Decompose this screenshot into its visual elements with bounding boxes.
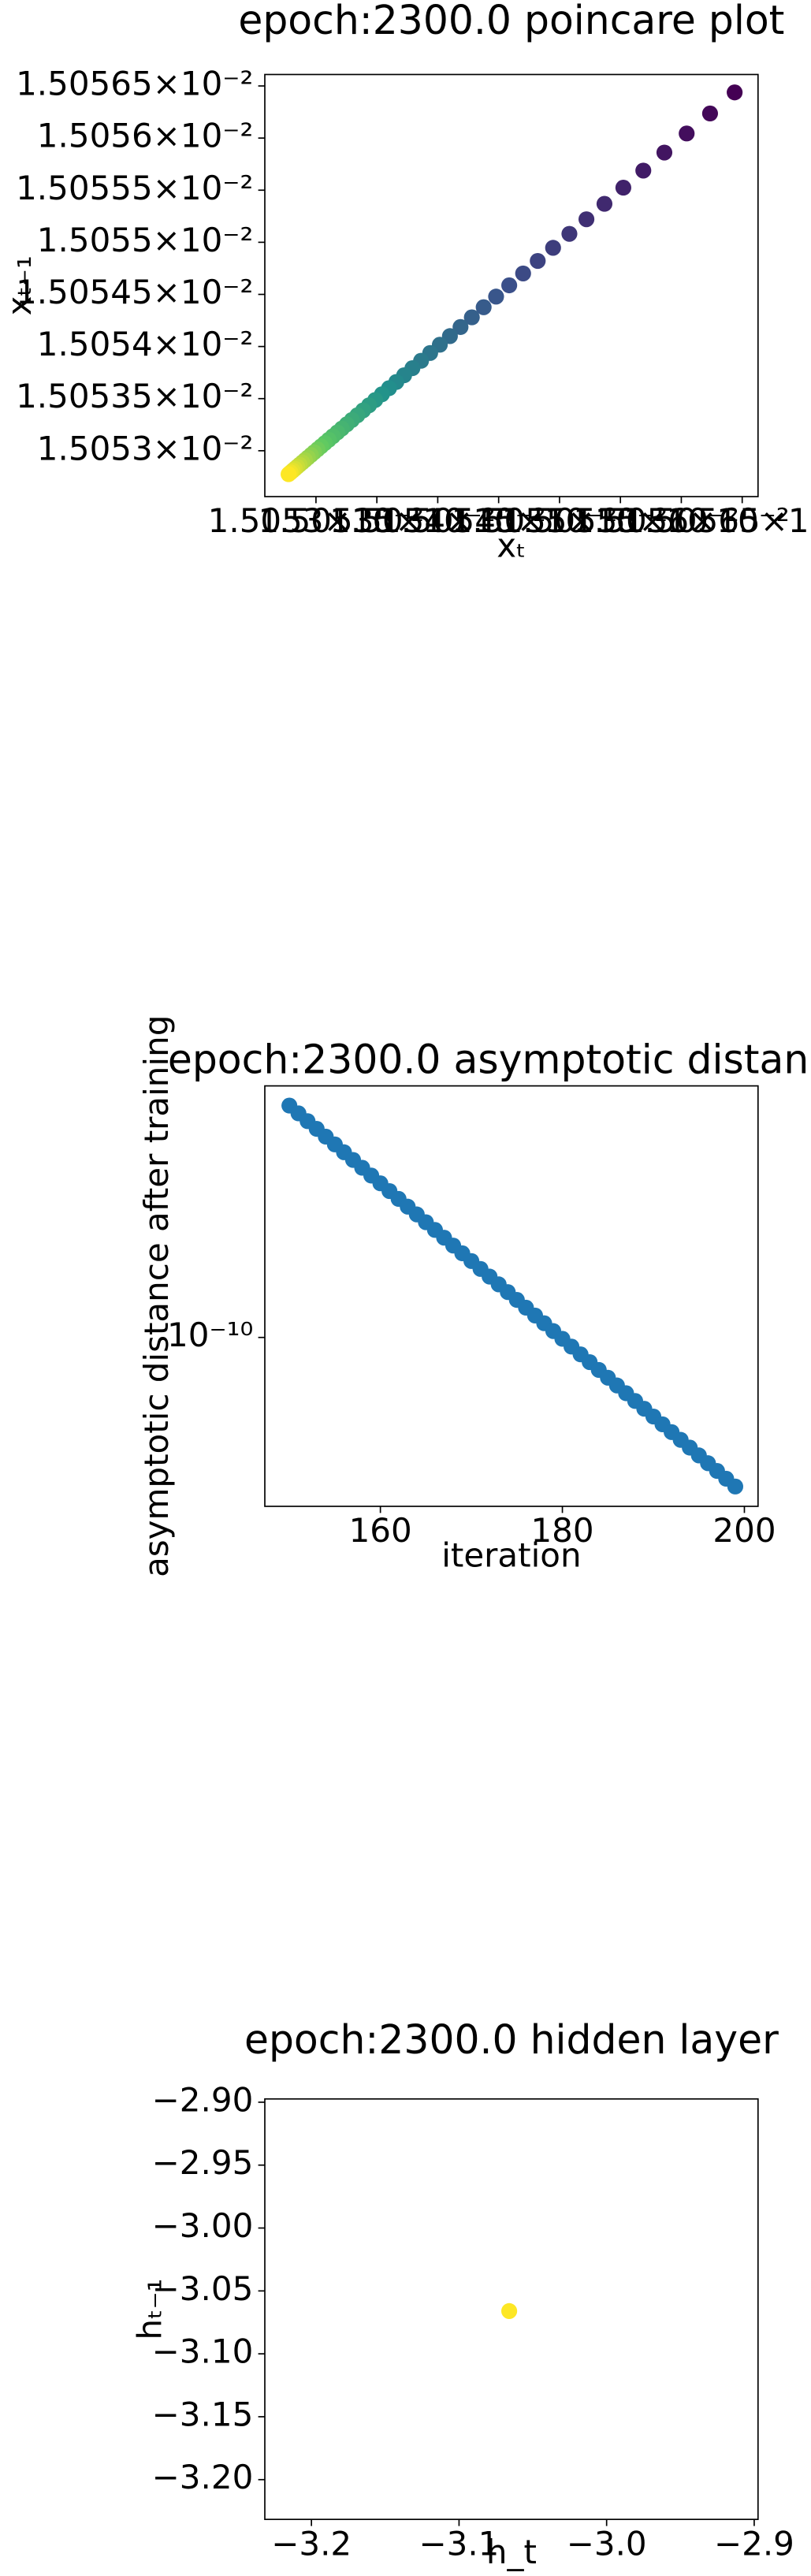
chart-title: epoch:2300.0 hidden layer: [244, 2016, 779, 2063]
y-tick-label: −3.15: [152, 2395, 254, 2433]
x-tick-label: −3.1: [419, 2524, 499, 2563]
point: [727, 1478, 744, 1495]
point: [679, 125, 695, 142]
point: [530, 252, 546, 270]
chart-panel: epoch:2300.0 poincare plot xₜ xₜ₋₁ 1.5053×1…: [0, 0, 811, 565]
x-tick-label: 1.50535×10⁻²: [259, 501, 496, 540]
point: [545, 240, 561, 256]
y-tick-label: 1.50535×10⁻²: [16, 377, 253, 415]
x-tick-label: 1.5053×10⁻²: [208, 501, 424, 540]
point: [452, 318, 469, 335]
x-tick-label: −2.9: [714, 2524, 794, 2563]
y-tick-label: 1.5055×10⁻²: [37, 221, 253, 259]
plot-frame: [264, 73, 759, 497]
x-tick-label: 1.5055×10⁻²: [452, 501, 668, 540]
y-axis-label: xₜ₋₁: [0, 255, 39, 315]
x-tick-label: −3.2: [271, 2524, 352, 2563]
x-tick-label: 160: [349, 1511, 412, 1550]
x-axis-label: xₜ: [497, 527, 526, 565]
x-tick-label: 1.5054×10⁻²: [329, 501, 546, 540]
chart-title: epoch:2300.0 asymptotic distance: [168, 1037, 811, 1083]
point: [727, 84, 743, 101]
chart-title: epoch:2300.0 poincare plot: [238, 0, 784, 43]
point: [501, 2302, 518, 2319]
point: [615, 180, 631, 196]
point: [596, 195, 613, 212]
y-tick-label: −3.20: [152, 2458, 254, 2496]
y-tick-label: −2.95: [152, 2143, 254, 2182]
y-tick-label: −3.10: [152, 2332, 254, 2371]
plot-frame: [264, 1085, 759, 1507]
point: [488, 288, 504, 305]
chart-panel: epoch:2300.0 hidden layer h_t hₜ₋₁ −3.2 −3.1…: [131, 2016, 794, 2571]
point: [578, 211, 595, 228]
x-tick-label: 180: [530, 1511, 593, 1550]
y-tick-label: −3.05: [152, 2269, 254, 2308]
y-tick-label: 1.50555×10⁻²: [16, 169, 253, 207]
x-axis-label: iteration: [441, 1536, 581, 1575]
y-tick-label: −3.00: [152, 2206, 254, 2245]
y-axis-label: asymptotic distance after training: [137, 1015, 176, 1577]
y-tick-label: 1.5053×10⁻²: [37, 429, 253, 467]
y-tick-label: 1.50565×10⁻²: [16, 65, 253, 103]
y-tick-label: 1.50545×10⁻²: [16, 273, 253, 311]
point: [561, 225, 578, 242]
x-tick-label: 1.5056×10⁻²: [573, 501, 790, 540]
plot-frame: [264, 2098, 759, 2521]
x-tick-label: −3.0: [567, 2524, 647, 2563]
y-tick-label: 10⁻¹⁰: [167, 1316, 253, 1354]
point: [656, 144, 673, 161]
x-tick-label: 1.50545×10⁻²: [380, 501, 617, 540]
y-tick-label: 1.5056×10⁻²: [37, 117, 253, 155]
x-tick-label: 1.50555×10⁻²: [502, 501, 739, 540]
y-tick-label: −2.90: [152, 2080, 254, 2119]
y-axis-label: hₜ₋₁: [131, 2278, 169, 2340]
point: [463, 309, 480, 326]
x-tick-label: 200: [712, 1511, 776, 1550]
point: [701, 105, 718, 122]
x-tick-label: 1.50565×10⁻²: [623, 501, 811, 540]
point: [635, 162, 652, 179]
point: [501, 277, 518, 294]
point: [281, 466, 297, 482]
chart-panel: epoch:2300.0 asymptotic distance iteratio…: [137, 1015, 811, 1577]
point: [475, 299, 492, 315]
x-axis-label: h_t: [486, 2533, 537, 2571]
y-tick-label: 1.5054×10⁻²: [37, 325, 253, 363]
point: [515, 265, 531, 281]
